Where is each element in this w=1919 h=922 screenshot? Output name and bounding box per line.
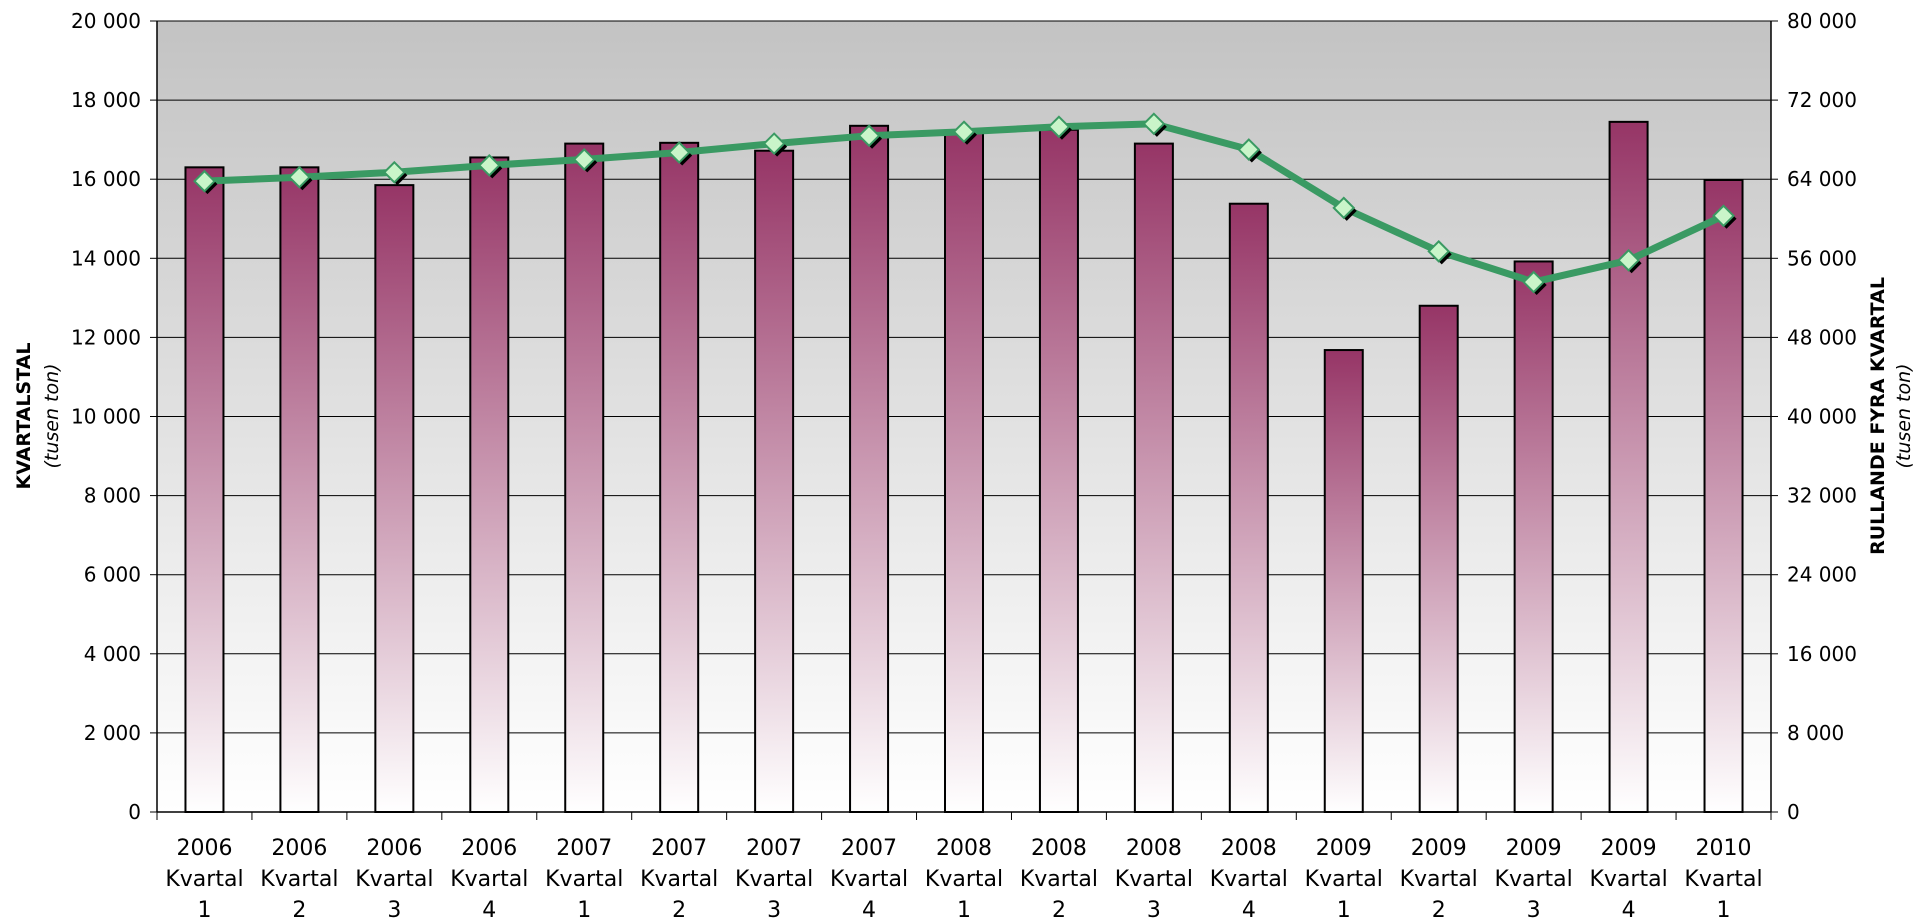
category-label: 2007 Kvartal 1 bbox=[545, 836, 623, 922]
bar bbox=[1608, 120, 1649, 814]
category-label: 2007 Kvartal 4 bbox=[830, 836, 908, 922]
bar bbox=[1038, 128, 1079, 813]
left-tick-label: 10 000 bbox=[71, 405, 141, 429]
bar bbox=[1513, 260, 1554, 813]
line-marker bbox=[1142, 112, 1167, 137]
right-axis-unit: (tusen ton) bbox=[1893, 363, 1915, 468]
right-tick-label: 32 000 bbox=[1787, 484, 1857, 508]
category-label: 2010 Kvartal 1 bbox=[1684, 836, 1762, 922]
left-tick-label: 12 000 bbox=[71, 325, 141, 349]
category-label: 2008 Kvartal 4 bbox=[1210, 836, 1288, 922]
category-label: 2007 Kvartal 3 bbox=[735, 836, 813, 922]
line-marker bbox=[477, 153, 503, 179]
category-label: 2006 Kvartal 1 bbox=[165, 836, 243, 922]
left-axis-ticks: 0 2 000 4 000 6 000 8 000 10 000 12 000 14 000 1… bbox=[71, 9, 157, 824]
left-tick-label: 6 000 bbox=[84, 563, 141, 587]
left-tick-label: 14 000 bbox=[71, 246, 141, 270]
left-tick-label: 2 000 bbox=[84, 721, 141, 745]
right-tick-label: 80 000 bbox=[1787, 9, 1857, 33]
right-tick-label: 16 000 bbox=[1787, 642, 1857, 666]
line-marker bbox=[1332, 196, 1357, 221]
left-tick-label: 18 000 bbox=[71, 88, 141, 112]
bar bbox=[469, 156, 510, 813]
category-label: 2006 Kvartal 4 bbox=[450, 836, 528, 922]
category-label: 2008 Kvartal 1 bbox=[925, 836, 1003, 922]
right-tick-label: 40 000 bbox=[1787, 405, 1857, 429]
right-tick-label: 72 000 bbox=[1787, 88, 1857, 112]
bar bbox=[1703, 178, 1744, 813]
category-label: 2009 Kvartal 1 bbox=[1305, 836, 1383, 922]
line-marker bbox=[857, 124, 883, 149]
bar bbox=[1228, 202, 1269, 813]
category-label: 2008 Kvartal 3 bbox=[1115, 836, 1193, 922]
category-label: 2006 Kvartal 2 bbox=[260, 836, 338, 922]
bar bbox=[944, 130, 984, 814]
bar bbox=[564, 142, 605, 814]
line-marker bbox=[572, 148, 598, 173]
line-marker bbox=[1427, 239, 1452, 265]
left-axis-unit: (tusen ton) bbox=[41, 363, 63, 468]
right-axis-title: RULLANDE FYRA KVARTAL bbox=[1867, 277, 1889, 555]
right-tick-label: 56 000 bbox=[1787, 246, 1857, 270]
right-tick-label: 48 000 bbox=[1787, 325, 1857, 349]
bar bbox=[1418, 304, 1459, 813]
category-label: 2008 Kvartal 2 bbox=[1020, 836, 1098, 922]
left-tick-label: 8 000 bbox=[84, 484, 141, 508]
left-tick-label: 0 bbox=[128, 800, 141, 824]
left-tick-label: 4 000 bbox=[84, 642, 141, 666]
line-marker bbox=[1617, 248, 1642, 274]
category-label: 2009 Kvartal 4 bbox=[1589, 836, 1667, 922]
bar bbox=[279, 166, 320, 813]
right-axis-ticks: 0 8 000 16 000 24 000 32 000 40 000 48 000 56 0… bbox=[1771, 9, 1857, 824]
category-label: 2009 Kvartal 3 bbox=[1495, 836, 1573, 922]
category-label: 2009 Kvartal 2 bbox=[1400, 836, 1478, 922]
line-marker bbox=[667, 141, 693, 166]
left-tick-label: 16 000 bbox=[71, 167, 141, 191]
line-marker bbox=[952, 120, 977, 145]
bar bbox=[754, 149, 795, 813]
line-marker bbox=[1047, 115, 1072, 140]
line-marker bbox=[382, 160, 408, 186]
line-marker bbox=[1522, 270, 1547, 296]
line-marker bbox=[1712, 204, 1737, 229]
line-marker bbox=[287, 165, 313, 191]
line-marker bbox=[193, 169, 218, 195]
bar bbox=[1323, 349, 1364, 813]
bar bbox=[849, 124, 890, 814]
bars bbox=[184, 120, 1744, 814]
bar bbox=[1133, 142, 1174, 814]
right-tick-label: 0 bbox=[1787, 800, 1800, 824]
category-label: 2007 Kvartal 2 bbox=[640, 836, 718, 922]
right-tick-label: 64 000 bbox=[1787, 167, 1857, 191]
left-tick-label: 20 000 bbox=[71, 9, 141, 33]
category-label: 2006 Kvartal 3 bbox=[355, 836, 433, 922]
bar bbox=[374, 184, 415, 813]
right-tick-label: 24 000 bbox=[1787, 563, 1857, 587]
bar bbox=[184, 166, 225, 813]
line-series bbox=[193, 112, 1737, 296]
line-marker bbox=[762, 132, 788, 157]
right-tick-label: 8 000 bbox=[1787, 721, 1844, 745]
left-axis-title: KVARTALSTAL bbox=[13, 343, 35, 490]
bar bbox=[659, 141, 700, 813]
line-marker bbox=[1237, 138, 1262, 163]
